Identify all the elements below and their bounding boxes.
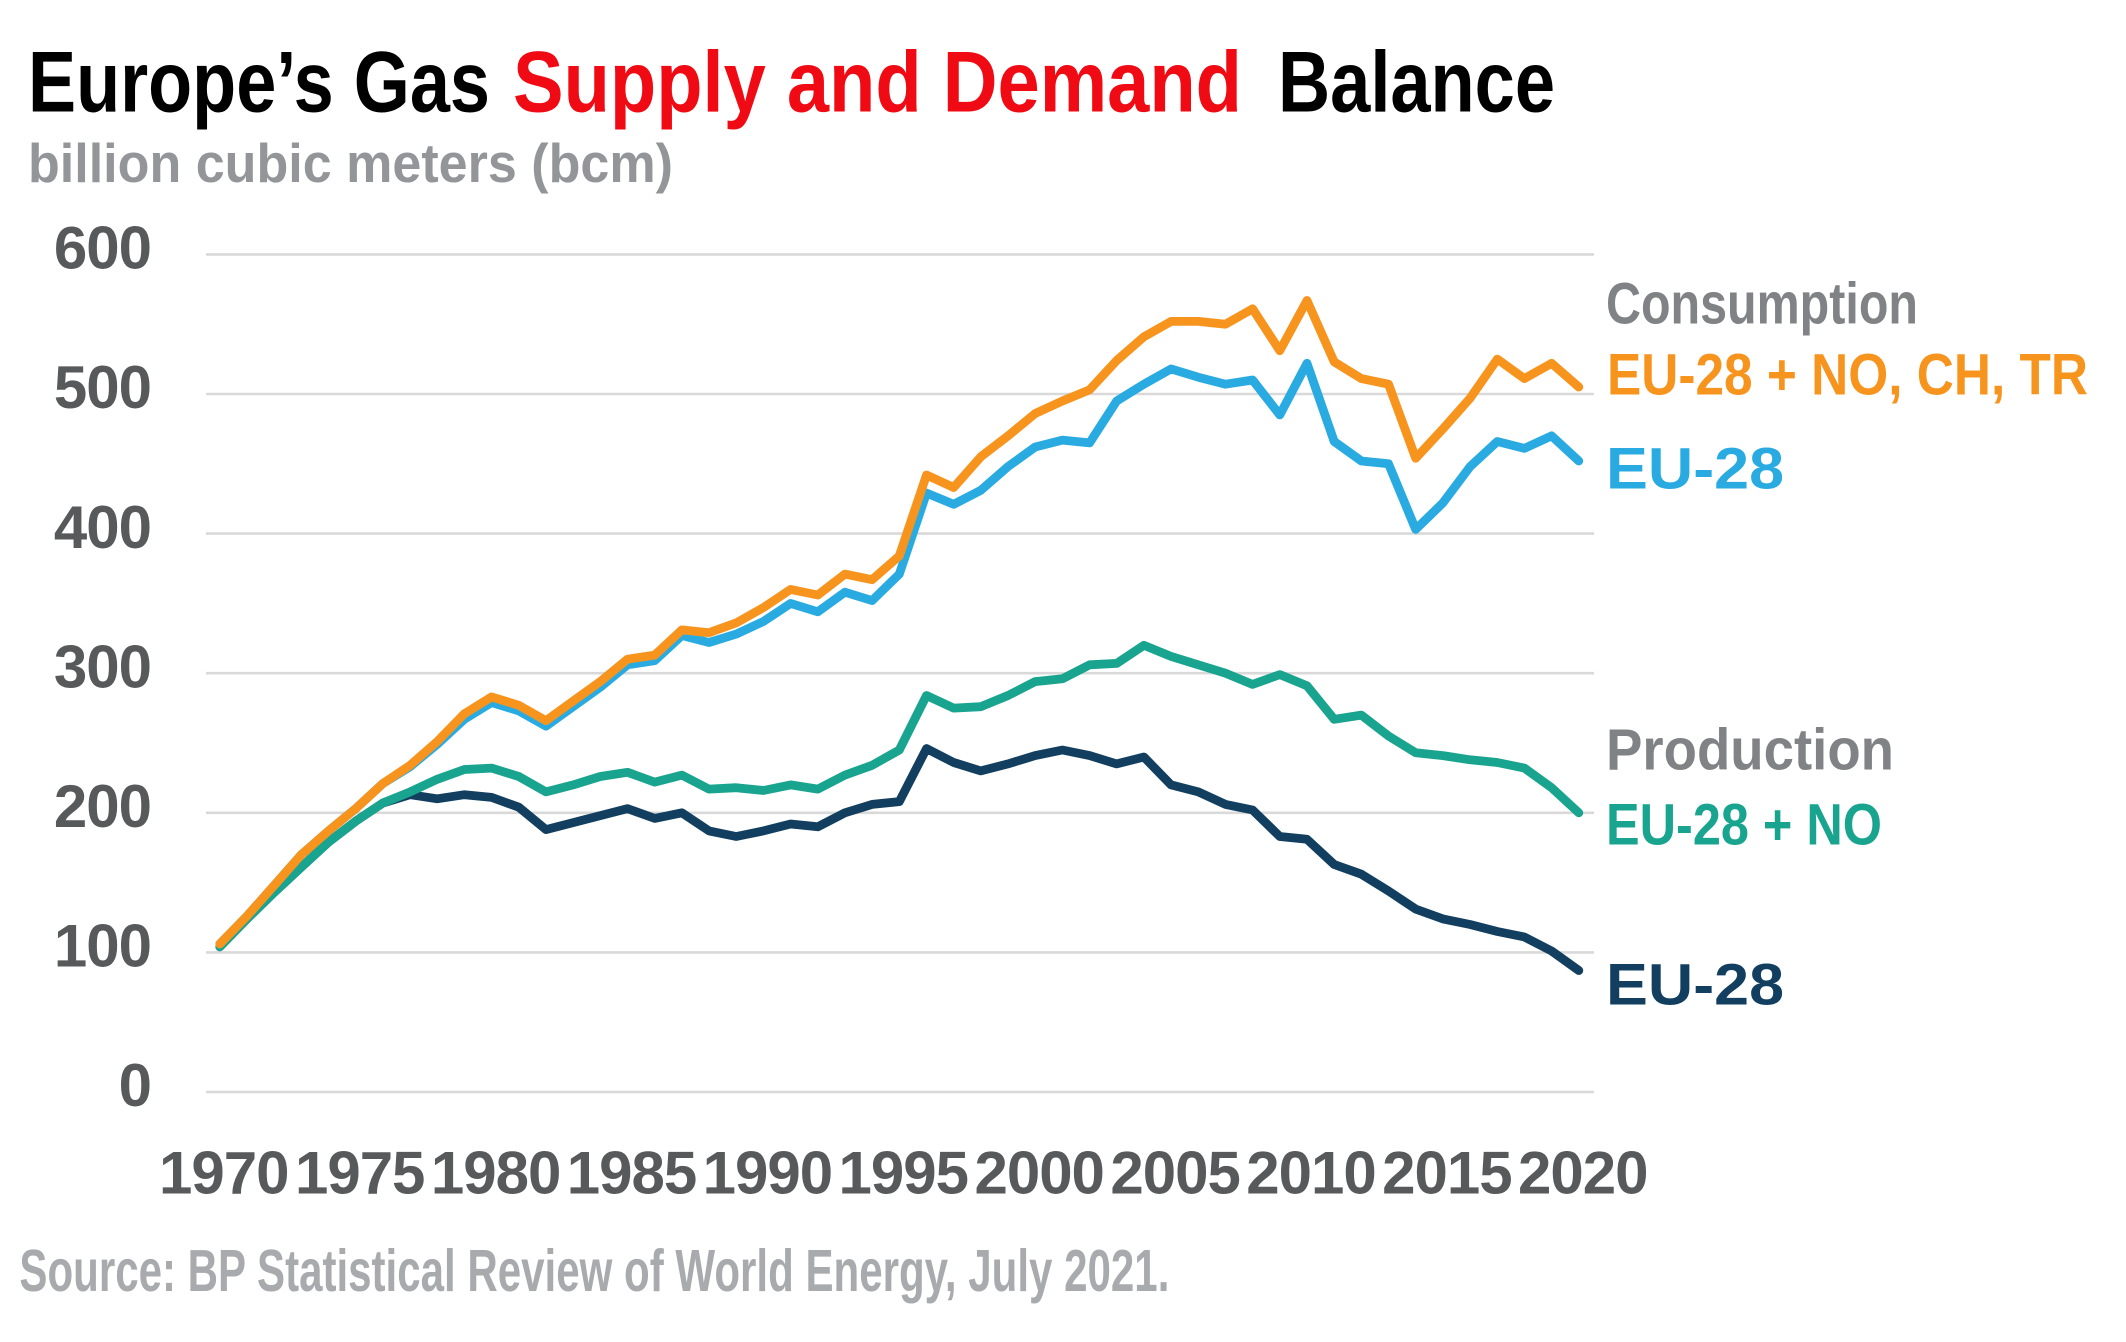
svg-text:1975: 1975 xyxy=(295,1140,424,1207)
svg-text:400: 400 xyxy=(54,494,151,561)
svg-text:100: 100 xyxy=(54,913,151,980)
svg-text:1990: 1990 xyxy=(703,1140,832,1207)
svg-text:1995: 1995 xyxy=(839,1140,968,1207)
svg-text:200: 200 xyxy=(54,773,151,840)
svg-text:2000: 2000 xyxy=(974,1140,1103,1207)
svg-text:1985: 1985 xyxy=(567,1140,696,1207)
svg-text:Supply and Demand: Supply and Demand xyxy=(513,34,1242,130)
svg-text:1980: 1980 xyxy=(431,1140,560,1207)
svg-text:500: 500 xyxy=(54,354,151,421)
svg-text:Europe’s Gas: Europe’s Gas xyxy=(28,34,490,130)
svg-text:2010: 2010 xyxy=(1246,1140,1375,1207)
svg-text:Balance: Balance xyxy=(1278,34,1555,130)
svg-text:billion cubic meters (bcm): billion cubic meters (bcm) xyxy=(28,132,673,194)
svg-text:2020: 2020 xyxy=(1518,1140,1647,1207)
svg-text:300: 300 xyxy=(54,633,151,700)
svg-text:Production: Production xyxy=(1606,717,1894,782)
svg-text:EU-28 + NO, CH, TR: EU-28 + NO, CH, TR xyxy=(1607,343,2088,408)
svg-text:2005: 2005 xyxy=(1110,1140,1239,1207)
svg-text:EU-28: EU-28 xyxy=(1606,436,1784,501)
svg-text:1970: 1970 xyxy=(159,1140,288,1207)
svg-text:600: 600 xyxy=(54,215,151,282)
svg-text:EU-28: EU-28 xyxy=(1606,952,1784,1017)
svg-text:Source: BP Statistical Review: Source: BP Statistical Review of World E… xyxy=(19,1238,1169,1304)
svg-text:0: 0 xyxy=(119,1052,151,1119)
svg-text:2015: 2015 xyxy=(1382,1140,1511,1207)
svg-text:EU-28 + NO: EU-28 + NO xyxy=(1606,792,1882,857)
svg-text:Consumption: Consumption xyxy=(1606,272,1918,337)
